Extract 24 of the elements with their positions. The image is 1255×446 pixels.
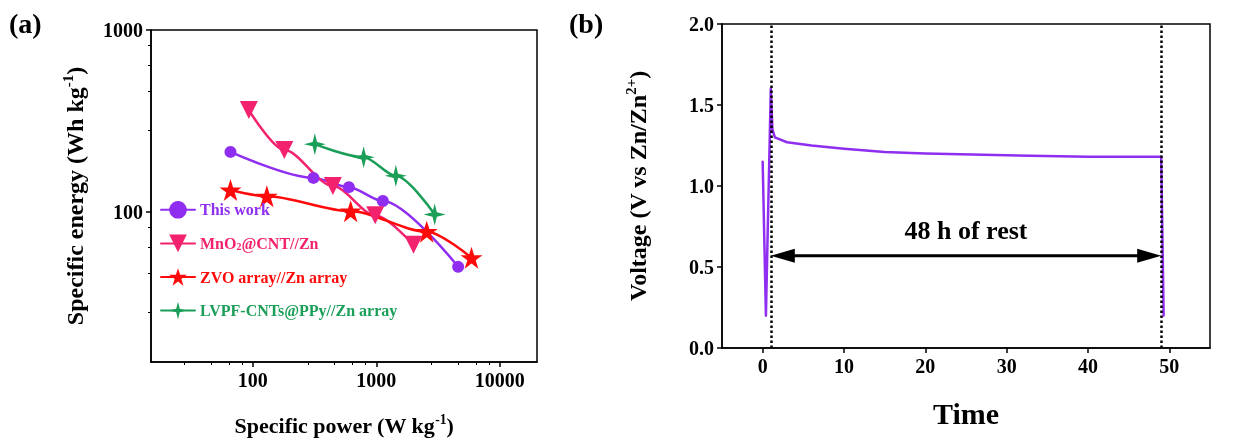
- x-axis-title: Time: [932, 396, 1000, 430]
- x-tick-label: 1000: [356, 369, 397, 391]
- y-axis-title: Specific energy (Wh kg-1): [60, 66, 88, 326]
- x-tick-label: 20: [915, 355, 936, 377]
- x-tick-label: 30: [996, 355, 1017, 377]
- chart-title: (b): [569, 7, 604, 39]
- chart-title: (a): [9, 7, 42, 39]
- legend-label: This work: [200, 201, 270, 219]
- line-series: [761, 87, 1165, 317]
- x-tick-label: 10000: [474, 369, 525, 391]
- annotation: 48 h of rest: [904, 216, 1028, 246]
- x-tick-label: 50: [1159, 355, 1180, 377]
- y-tick-label: 1.0: [689, 175, 714, 197]
- y-tick-label: 1.5: [689, 94, 714, 116]
- x-tick-label: 40: [1078, 355, 1098, 377]
- y-tick-label: 0.5: [689, 256, 714, 278]
- legend-label: LVPF-CNTs@PPy//Zn array: [200, 302, 398, 321]
- y-axis-title: Voltage (V vs Zn/Zn2+): [623, 70, 651, 301]
- legend-label: ZVO array//Zn array: [200, 268, 348, 287]
- y-tick-label: 0.0: [689, 337, 714, 359]
- x-tick-label: 100: [237, 369, 268, 391]
- x-tick-label: 0: [757, 355, 768, 377]
- y-tick-label: 2.0: [689, 13, 714, 35]
- x-tick-label: 10: [834, 355, 854, 377]
